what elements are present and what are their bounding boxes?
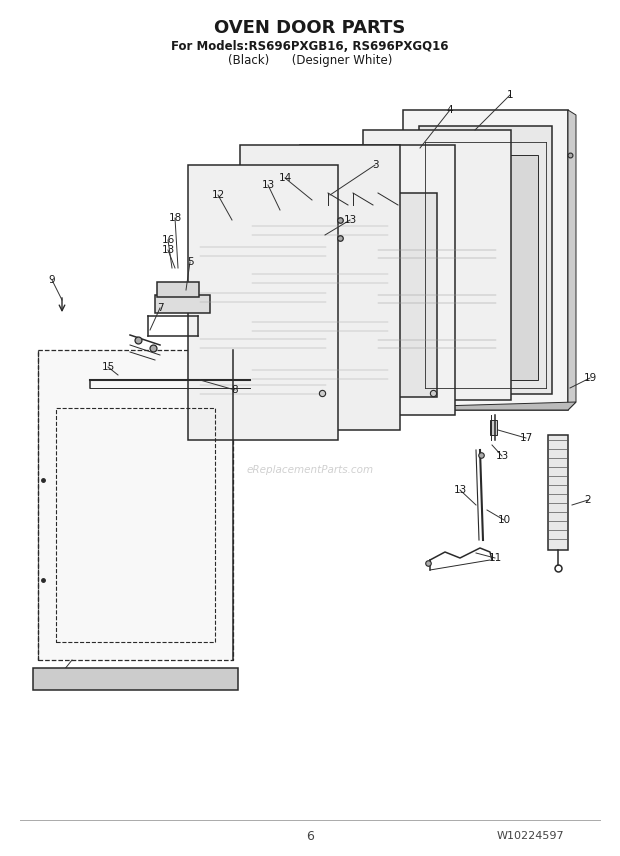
Text: 6: 6 (306, 829, 314, 842)
Text: 16: 16 (161, 235, 175, 245)
Text: 4: 4 (446, 105, 453, 115)
Text: 3: 3 (371, 160, 378, 170)
Polygon shape (490, 420, 497, 435)
Polygon shape (38, 350, 233, 660)
Text: 15: 15 (102, 362, 115, 372)
Polygon shape (318, 193, 437, 397)
Text: 1: 1 (507, 90, 513, 100)
Text: 6: 6 (49, 680, 55, 690)
Text: 13: 13 (343, 215, 356, 225)
Text: W10224597: W10224597 (496, 831, 564, 841)
Polygon shape (403, 110, 568, 410)
Text: 13: 13 (161, 245, 175, 255)
Text: eReplacementParts.com: eReplacementParts.com (246, 465, 374, 475)
Text: 13: 13 (453, 485, 467, 495)
Text: 13: 13 (495, 451, 508, 461)
Text: 13: 13 (262, 180, 275, 190)
Text: 2: 2 (585, 495, 591, 505)
Text: 12: 12 (211, 190, 224, 200)
Polygon shape (33, 668, 238, 690)
Text: 9: 9 (49, 275, 55, 285)
Text: 5: 5 (187, 257, 193, 267)
Text: 8: 8 (232, 385, 238, 395)
Polygon shape (433, 155, 538, 380)
Text: 18: 18 (169, 213, 182, 223)
Polygon shape (300, 145, 455, 415)
Polygon shape (240, 145, 400, 430)
Text: 10: 10 (497, 515, 510, 525)
Text: 17: 17 (520, 433, 533, 443)
Polygon shape (568, 110, 576, 410)
Polygon shape (157, 282, 199, 297)
Polygon shape (188, 165, 338, 440)
Polygon shape (419, 126, 552, 394)
Text: 14: 14 (278, 173, 291, 183)
Text: For Models:RS696PXGB16, RS696PXGQ16: For Models:RS696PXGB16, RS696PXGQ16 (171, 39, 449, 52)
Polygon shape (155, 295, 210, 313)
Text: 11: 11 (489, 553, 502, 563)
Text: OVEN DOOR PARTS: OVEN DOOR PARTS (215, 19, 405, 37)
Polygon shape (403, 402, 576, 410)
Polygon shape (548, 435, 568, 550)
Text: 7: 7 (157, 303, 163, 313)
Text: 19: 19 (583, 373, 596, 383)
Text: (Black)      (Designer White): (Black) (Designer White) (228, 54, 392, 67)
Polygon shape (363, 130, 511, 400)
